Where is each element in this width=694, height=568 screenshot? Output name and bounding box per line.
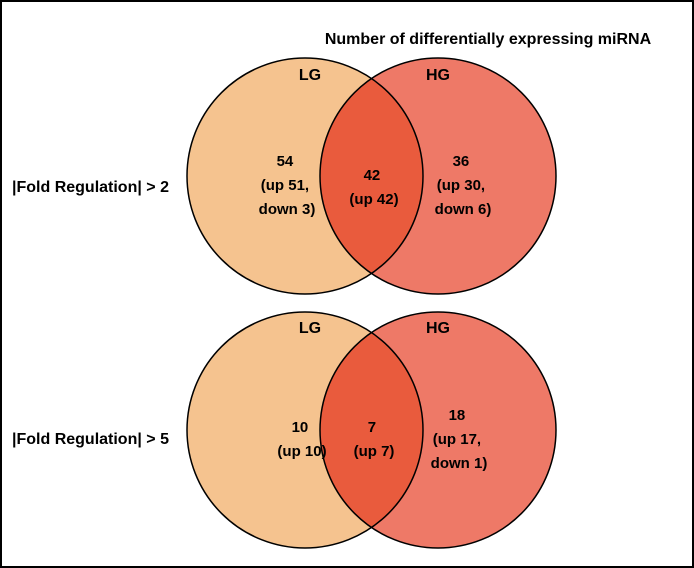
row-label-2: |Fold Regulation| > 5 <box>12 431 169 448</box>
hg-only-count-2: 18 (up 17, down 1) <box>431 407 488 472</box>
lg-outline-1 <box>186 57 424 295</box>
hg-outline-1 <box>319 57 557 295</box>
overlap-region-2 <box>320 312 423 548</box>
lg-label-1: LG <box>299 67 321 84</box>
venn-panel-2: LG HG |Fold Regulation| > 5 10 (up 10) 7… <box>12 311 557 549</box>
hg-outline-2 <box>319 311 557 549</box>
figure-title: Number of differentially expressing miRN… <box>325 31 652 48</box>
overlap-count-2: 7 (up 7) <box>354 419 395 460</box>
lg-label-2: LG <box>299 320 321 337</box>
row-label-1: |Fold Regulation| > 2 <box>12 179 169 196</box>
lg-only-count-1: 54 (up 51, down 3) <box>259 153 316 218</box>
lg-only-count-2: 10 (up 10) <box>277 419 326 460</box>
venn-panel-1: LG HG |Fold Regulation| > 2 54 (up 51, d… <box>12 57 557 295</box>
overlap-count-1: 42 (up 42) <box>349 167 398 208</box>
hg-only-count-1: 36 (up 30, down 6) <box>435 153 492 218</box>
hg-label-1: HG <box>426 67 450 84</box>
lg-outline-2 <box>186 311 424 549</box>
hg-label-2: HG <box>426 320 450 337</box>
overlap-region-1 <box>320 58 423 294</box>
